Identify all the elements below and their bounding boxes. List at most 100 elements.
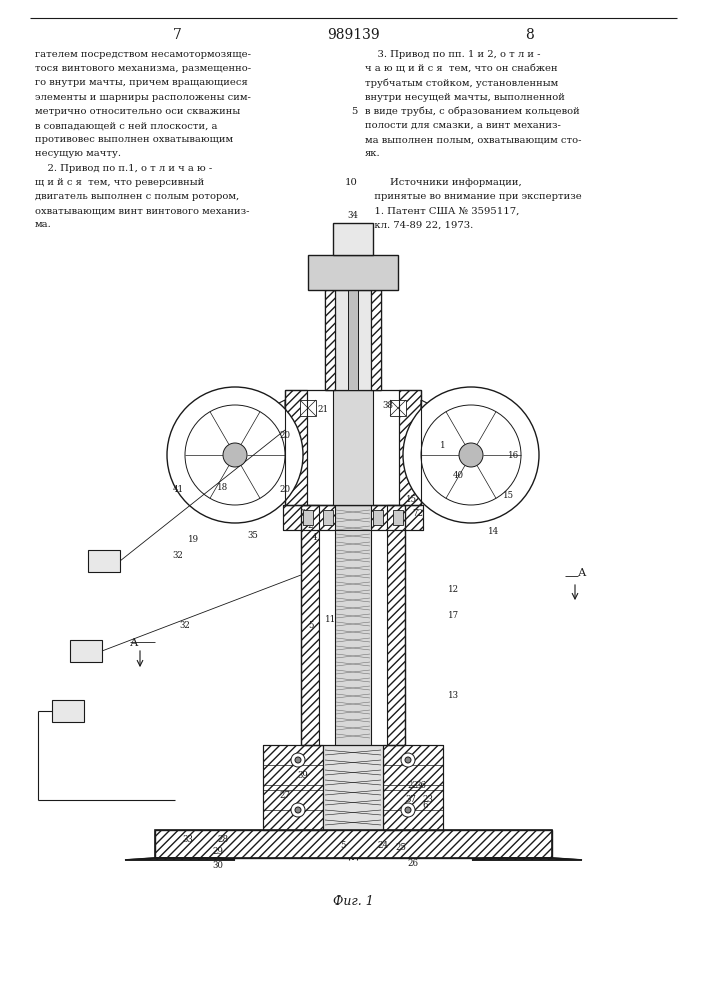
Text: двигатель выполнен с полым ротором,: двигатель выполнен с полым ротором, (35, 192, 239, 201)
Bar (383, 745, 443, 830)
Text: 3. Привод по пп. 1 и 2, о т л и -: 3. Привод по пп. 1 и 2, о т л и - (365, 50, 540, 59)
Bar (70, 640, 102, 662)
Bar (371, 290, 381, 390)
Text: в виде трубы, с образованием кольцевой: в виде трубы, с образованием кольцевой (365, 107, 580, 116)
Text: 33: 33 (182, 836, 194, 844)
Circle shape (403, 387, 539, 523)
Bar (303, 510, 313, 525)
Bar (348, 290, 358, 390)
Text: 25: 25 (395, 844, 407, 852)
Text: 6: 6 (422, 800, 428, 810)
Bar (335, 290, 371, 390)
Text: щ и й с я  тем, что реверсивный: щ и й с я тем, что реверсивный (35, 178, 204, 187)
Text: кл. 74-89 22, 1973.: кл. 74-89 22, 1973. (365, 220, 473, 229)
Polygon shape (472, 858, 582, 860)
Text: 16: 16 (508, 450, 518, 460)
Text: несущую мачту.: несущую мачту. (35, 149, 121, 158)
Text: 3: 3 (300, 508, 305, 518)
Bar (383, 745, 443, 830)
Text: 40: 40 (452, 471, 464, 480)
Bar (390, 400, 406, 416)
Bar (52, 700, 84, 722)
Text: 2: 2 (308, 520, 312, 530)
Text: 32: 32 (173, 550, 183, 560)
Text: 10: 10 (345, 178, 358, 187)
Bar (285, 390, 307, 505)
Text: 11: 11 (325, 615, 337, 624)
Text: 38: 38 (382, 400, 394, 410)
Bar (399, 390, 421, 505)
Bar (301, 505, 319, 745)
Text: 1. Патент США № 3595117,: 1. Патент США № 3595117, (365, 206, 520, 215)
Bar (333, 390, 373, 505)
Text: 17: 17 (448, 610, 459, 619)
Text: 1: 1 (440, 440, 446, 450)
Circle shape (291, 803, 305, 817)
Text: метрично относительно оси скважины: метрично относительно оси скважины (35, 107, 240, 116)
Text: 36: 36 (416, 780, 426, 790)
Text: трубчатым стойком, установленным: трубчатым стойком, установленным (365, 78, 559, 88)
Text: Фиг. 1: Фиг. 1 (332, 895, 373, 908)
Text: противовес выполнен охватывающим: противовес выполнен охватывающим (35, 135, 233, 144)
Bar (333, 223, 373, 255)
Text: 72: 72 (412, 508, 423, 518)
Text: 7: 7 (173, 28, 182, 42)
Text: го внутри мачты, причем вращающиеся: го внутри мачты, причем вращающиеся (35, 78, 247, 87)
Text: 8: 8 (525, 28, 534, 42)
Text: 32: 32 (180, 620, 190, 630)
Text: 28: 28 (218, 836, 228, 844)
Bar (387, 505, 405, 745)
Bar (335, 505, 371, 745)
Text: 23: 23 (423, 796, 433, 804)
Circle shape (459, 443, 483, 467)
Text: А: А (578, 568, 586, 578)
Bar (323, 510, 333, 525)
Circle shape (405, 807, 411, 813)
Bar (283, 505, 423, 530)
Polygon shape (205, 400, 285, 495)
Text: 20: 20 (279, 486, 291, 494)
Text: 15: 15 (405, 495, 416, 504)
Text: 5: 5 (340, 840, 346, 850)
Text: принятые во внимание при экспертизе: принятые во внимание при экспертизе (365, 192, 582, 201)
Text: 41: 41 (173, 486, 184, 494)
Text: элементы и шарниры расположены сим-: элементы и шарниры расположены сим- (35, 93, 251, 102)
Bar (88, 550, 120, 572)
Text: 37: 37 (406, 796, 416, 804)
Text: 30: 30 (213, 860, 223, 869)
Text: 18: 18 (217, 484, 228, 492)
Bar (285, 390, 307, 505)
Text: 2. Привод по п.1, о т л и ч а ю -: 2. Привод по п.1, о т л и ч а ю - (35, 164, 212, 173)
Bar (155, 830, 552, 858)
Text: 5: 5 (351, 107, 358, 116)
Bar (371, 290, 381, 390)
Text: охватывающим винт винтового механиз-: охватывающим винт винтового механиз- (35, 206, 250, 215)
Bar (399, 390, 421, 505)
Bar (283, 505, 423, 530)
Circle shape (421, 405, 521, 505)
Polygon shape (421, 400, 501, 495)
Bar (325, 290, 335, 390)
Bar (308, 255, 398, 290)
Text: в совпадающей с ней плоскости, а: в совпадающей с ней плоскости, а (35, 121, 218, 130)
Text: 15: 15 (503, 490, 513, 499)
Circle shape (223, 443, 247, 467)
Text: ма.: ма. (35, 220, 52, 229)
Text: 22: 22 (407, 780, 419, 790)
Circle shape (167, 387, 303, 523)
Text: 29: 29 (213, 848, 223, 856)
Text: 27: 27 (279, 790, 291, 800)
Text: 12: 12 (448, 585, 459, 594)
Bar (393, 510, 403, 525)
Text: 4: 4 (312, 532, 317, 542)
Circle shape (295, 807, 301, 813)
Bar (371, 505, 387, 745)
Circle shape (405, 757, 411, 763)
Circle shape (401, 753, 415, 767)
Text: 35: 35 (247, 530, 259, 540)
Text: 5: 5 (308, 620, 314, 630)
Bar (155, 830, 552, 858)
Circle shape (401, 803, 415, 817)
Text: гателем посредством несамотормозяще-: гателем посредством несамотормозяще- (35, 50, 251, 59)
Bar (373, 510, 383, 525)
